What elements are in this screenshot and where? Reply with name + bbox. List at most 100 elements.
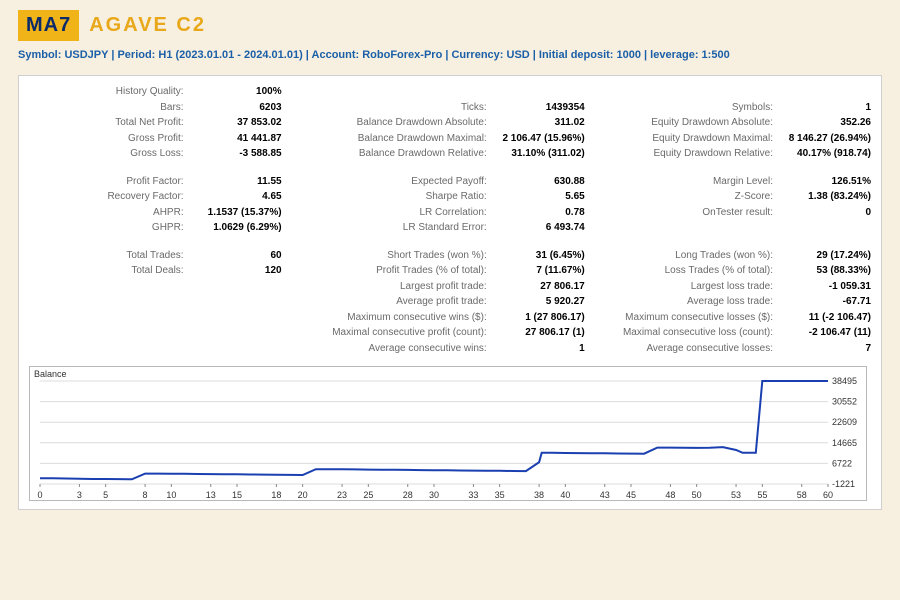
svg-text:33: 33 [468, 490, 478, 500]
stats-cell: Balance Drawdown Absolute:311.02 [282, 116, 585, 130]
report-panel: History Quality:100%Bars:6203Ticks:14393… [18, 75, 882, 510]
stats-cell: Profit Trades (% of total):7 (11.67%) [282, 264, 585, 278]
stats-cell: Short Trades (won %):31 (6.45%) [282, 249, 585, 263]
svg-text:28: 28 [403, 490, 413, 500]
stat-value: 1 [493, 342, 585, 356]
stats-cell [585, 221, 871, 235]
stat-value: -2 106.47 (11) [779, 326, 871, 340]
stat-value: 0 [779, 206, 871, 220]
svg-text:50: 50 [692, 490, 702, 500]
svg-text:13: 13 [206, 490, 216, 500]
stat-value: 1 [779, 101, 871, 115]
svg-text:20: 20 [298, 490, 308, 500]
stat-value: 1439354 [493, 101, 585, 115]
stat-value [190, 295, 282, 309]
product-title: AGAVE C2 [89, 14, 206, 37]
stat-label: Recovery Factor: [107, 190, 183, 204]
stat-label: Balance Drawdown Maximal: [358, 132, 487, 146]
stat-label: Profit Trades (% of total): [376, 264, 487, 278]
stats-cell [282, 85, 585, 99]
stat-value [779, 221, 871, 235]
stat-label: Largest loss trade: [691, 280, 773, 294]
stats-cell: Maximal consecutive profit (count):27 80… [282, 326, 585, 340]
svg-text:10: 10 [166, 490, 176, 500]
stat-value: 126.51% [779, 175, 871, 189]
stat-label: Ticks: [461, 101, 487, 115]
stat-label: Average profit trade: [396, 295, 486, 309]
stat-label: Total Deals: [131, 264, 183, 278]
stats-cell [29, 280, 282, 294]
stats-cell: Equity Drawdown Relative:40.17% (918.74) [585, 147, 871, 161]
stat-value: 7 [779, 342, 871, 356]
svg-text:38: 38 [534, 490, 544, 500]
stat-value: 41 441.87 [190, 132, 282, 146]
stats-cell: Average profit trade:5 920.27 [282, 295, 585, 309]
svg-text:5: 5 [103, 490, 108, 500]
stats-cell: Symbols:1 [585, 101, 871, 115]
stat-value: 100% [190, 85, 282, 99]
stats-cell [29, 342, 282, 356]
stats-cell: Average consecutive losses:7 [585, 342, 871, 356]
stats-row: Total Trades: 60Short Trades (won %):31 (… [29, 248, 871, 264]
svg-text:40: 40 [560, 490, 570, 500]
balance-chart-svg: -122167221466522609305523849503581013151… [30, 367, 868, 502]
stats-row: GHPR:1.0629 (6.29%)LR Standard Error:6 4… [29, 220, 871, 236]
stat-value [190, 311, 282, 325]
stat-value: 29 (17.24%) [779, 249, 871, 263]
stats-cell [29, 311, 282, 325]
svg-text:43: 43 [600, 490, 610, 500]
svg-text:60: 60 [823, 490, 833, 500]
stats-table: History Quality:100%Bars:6203Ticks:14393… [29, 84, 871, 356]
stat-value: 1 (27 806.17) [493, 311, 585, 325]
svg-text:30: 30 [429, 490, 439, 500]
stat-label: GHPR: [152, 221, 184, 235]
svg-text:14665: 14665 [832, 438, 857, 448]
stat-label: Total Net Profit: [115, 116, 183, 130]
stat-label: Total Trades: [126, 249, 183, 263]
svg-text:18: 18 [271, 490, 281, 500]
stat-value: 1.0629 (6.29%) [190, 221, 282, 235]
stats-row: AHPR:1.1537 (15.37%)LR Correlation:0.78O… [29, 205, 871, 221]
stats-cell: Balance Drawdown Relative:31.10% (311.02… [282, 147, 585, 161]
stat-label: Profit Factor: [126, 175, 183, 189]
stat-label: Long Trades (won %): [675, 249, 773, 263]
svg-text:38495: 38495 [832, 376, 857, 386]
stats-cell: Maximum consecutive losses ($):11 (-2 10… [585, 311, 871, 325]
stats-cell: GHPR: 1.0629 (6.29%) [29, 221, 282, 235]
svg-text:35: 35 [495, 490, 505, 500]
stat-value: 53 (88.33%) [779, 264, 871, 278]
stat-value: 60 [190, 249, 282, 263]
stat-label: Short Trades (won %): [387, 249, 486, 263]
stats-row: Average profit trade:5 920.27Average los… [29, 294, 871, 310]
stat-value: -3 588.85 [190, 147, 282, 161]
stat-value: 6 493.74 [493, 221, 585, 235]
svg-text:22609: 22609 [832, 417, 857, 427]
stats-row: Largest profit trade:27 806.17Largest lo… [29, 279, 871, 295]
stat-value: 27 806.17 [493, 280, 585, 294]
stat-label: Balance Drawdown Relative: [359, 147, 487, 161]
svg-text:25: 25 [363, 490, 373, 500]
stats-cell: Largest loss trade:-1 059.31 [585, 280, 871, 294]
svg-text:15: 15 [232, 490, 242, 500]
stats-cell: Equity Drawdown Maximal: 8 146.27 (26.94%… [585, 132, 871, 146]
stat-value: 4.65 [190, 190, 282, 204]
stat-value: 8 146.27 (26.94%) [779, 132, 871, 146]
svg-text:48: 48 [665, 490, 675, 500]
stat-label: Equity Drawdown Maximal: [652, 132, 773, 146]
stats-cell: Largest profit trade:27 806.17 [282, 280, 585, 294]
stat-value: 6203 [190, 101, 282, 115]
stats-cell: Average loss trade:-67.71 [585, 295, 871, 309]
stat-label: LR Correlation: [419, 206, 486, 220]
stat-value: 120 [190, 264, 282, 278]
stat-value: 630.88 [493, 175, 585, 189]
stat-label: Maximum consecutive losses ($): [625, 311, 773, 325]
stat-value [493, 85, 585, 99]
stats-cell: Total Deals: 120 [29, 264, 282, 278]
stat-label: Sharpe Ratio: [426, 190, 487, 204]
stats-row: Maximal consecutive profit (count):27 80… [29, 325, 871, 341]
svg-text:3: 3 [77, 490, 82, 500]
stats-cell [29, 295, 282, 309]
stats-cell: Expected Payoff:630.88 [282, 175, 585, 189]
stats-cell: Balance Drawdown Maximal:2 106.47 (15.96… [282, 132, 585, 146]
stat-label: Margin Level: [713, 175, 773, 189]
